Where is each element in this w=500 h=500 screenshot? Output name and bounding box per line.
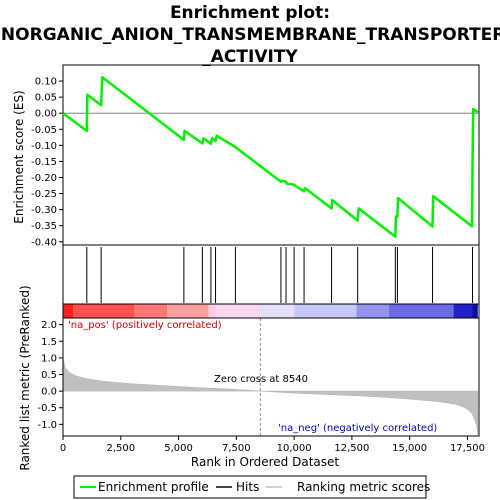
rank-colorbar — [62, 303, 480, 319]
x-tick-label: 10,000 — [277, 443, 312, 454]
rank-ytick-label: 1.0 — [41, 353, 57, 364]
colorbar-segment — [215, 304, 261, 318]
rank-ytick-label: 1.5 — [41, 337, 57, 348]
legend-label-enrichment: Enrichment profile — [98, 480, 209, 494]
colorbar-segment — [472, 304, 478, 318]
es-ytick-label: -0.35 — [31, 221, 57, 232]
es-ytick-label: 0.00 — [35, 109, 57, 120]
colorbar-segment — [167, 304, 209, 318]
rank-metric-panel: 2.0 1.5 1.0 0.5 0.0 -0.5 -1.0 — [37, 317, 480, 437]
es-ytick-label: -0.40 — [31, 237, 57, 248]
es-ytick-label: 0.10 — [35, 77, 57, 88]
es-ytick-label: -0.10 — [31, 141, 57, 152]
colorbar-segment — [356, 304, 389, 318]
es-panel-frame — [62, 64, 480, 246]
legend-box — [73, 475, 427, 499]
x-axis-label: Rank in Ordered Dataset — [191, 455, 339, 469]
x-axis: 0 2,500 5,000 7,500 10,000 12,500 15,000 17,500 — [60, 436, 485, 454]
zero-cross-label: Zero cross at 8540 — [214, 374, 308, 385]
x-tick-label: 15,000 — [392, 443, 427, 454]
colorbar-segment — [294, 304, 357, 318]
neg-label: 'na_neg' (negatively correlated) — [278, 423, 437, 434]
chart-title-line-2: INORGANIC_ANION_TRANSMEMBRANE_TRANSPORTE… — [0, 25, 500, 45]
chart-title-line-1: Enrichment plot: — [170, 3, 330, 23]
es-ytick-label: -0.15 — [31, 157, 57, 168]
colorbar-segment — [260, 304, 295, 318]
pos-label: 'na_pos' (positively correlated) — [68, 320, 222, 331]
colorbar-segment — [63, 304, 74, 318]
es-ytick-label: -0.20 — [31, 173, 57, 184]
es-ytick-label: -0.05 — [31, 125, 57, 136]
x-tick-label: 17,500 — [450, 443, 485, 454]
rank-panel-frame — [62, 317, 480, 437]
x-tick-label: 12,500 — [334, 443, 369, 454]
colorbar-segment — [134, 304, 167, 318]
legend-label-hits: Hits — [236, 480, 259, 494]
rank-ytick-label: 0.5 — [41, 370, 57, 381]
es-ytick-label: -0.25 — [31, 189, 57, 200]
x-tick-label: 5,000 — [164, 443, 193, 454]
legend-label-ranking: Ranking metric scores — [297, 480, 430, 494]
rank-ytick-label: -0.5 — [37, 403, 57, 414]
legend: Enrichment profile Hits Ranking metric s… — [73, 475, 430, 499]
colorbar-segment — [388, 304, 454, 318]
es-panel: 0.10 0.05 0.00 -0.05 -0.10 -0.15 -0.20 -0.25 -0.… — [31, 64, 480, 305]
enrichment-profile-line — [62, 75, 479, 238]
rank-ytick-label: 0.0 — [41, 387, 57, 398]
es-ytick-label: -0.30 — [31, 205, 57, 216]
chart-title-line-3: _ACTIVITY — [202, 47, 298, 67]
colorbar-segment — [453, 304, 473, 318]
x-tick-label: 0 — [60, 443, 66, 454]
hits-panel-frame — [62, 244, 480, 305]
rank-ytick-label: 2.0 — [41, 320, 57, 331]
es-ylabel: Enrichment score (ES) — [12, 90, 26, 223]
rank-ylabel: Ranked list metric (PreRanked) — [18, 285, 32, 470]
x-tick-label: 2,500 — [106, 443, 135, 454]
x-tick-label: 7,500 — [222, 443, 251, 454]
es-ytick-label: 0.05 — [35, 93, 57, 104]
ranking-metric-area — [62, 357, 479, 435]
colorbar-segment — [208, 304, 216, 318]
rank-ytick-label: -1.0 — [37, 420, 57, 431]
colorbar-segment — [73, 304, 135, 318]
